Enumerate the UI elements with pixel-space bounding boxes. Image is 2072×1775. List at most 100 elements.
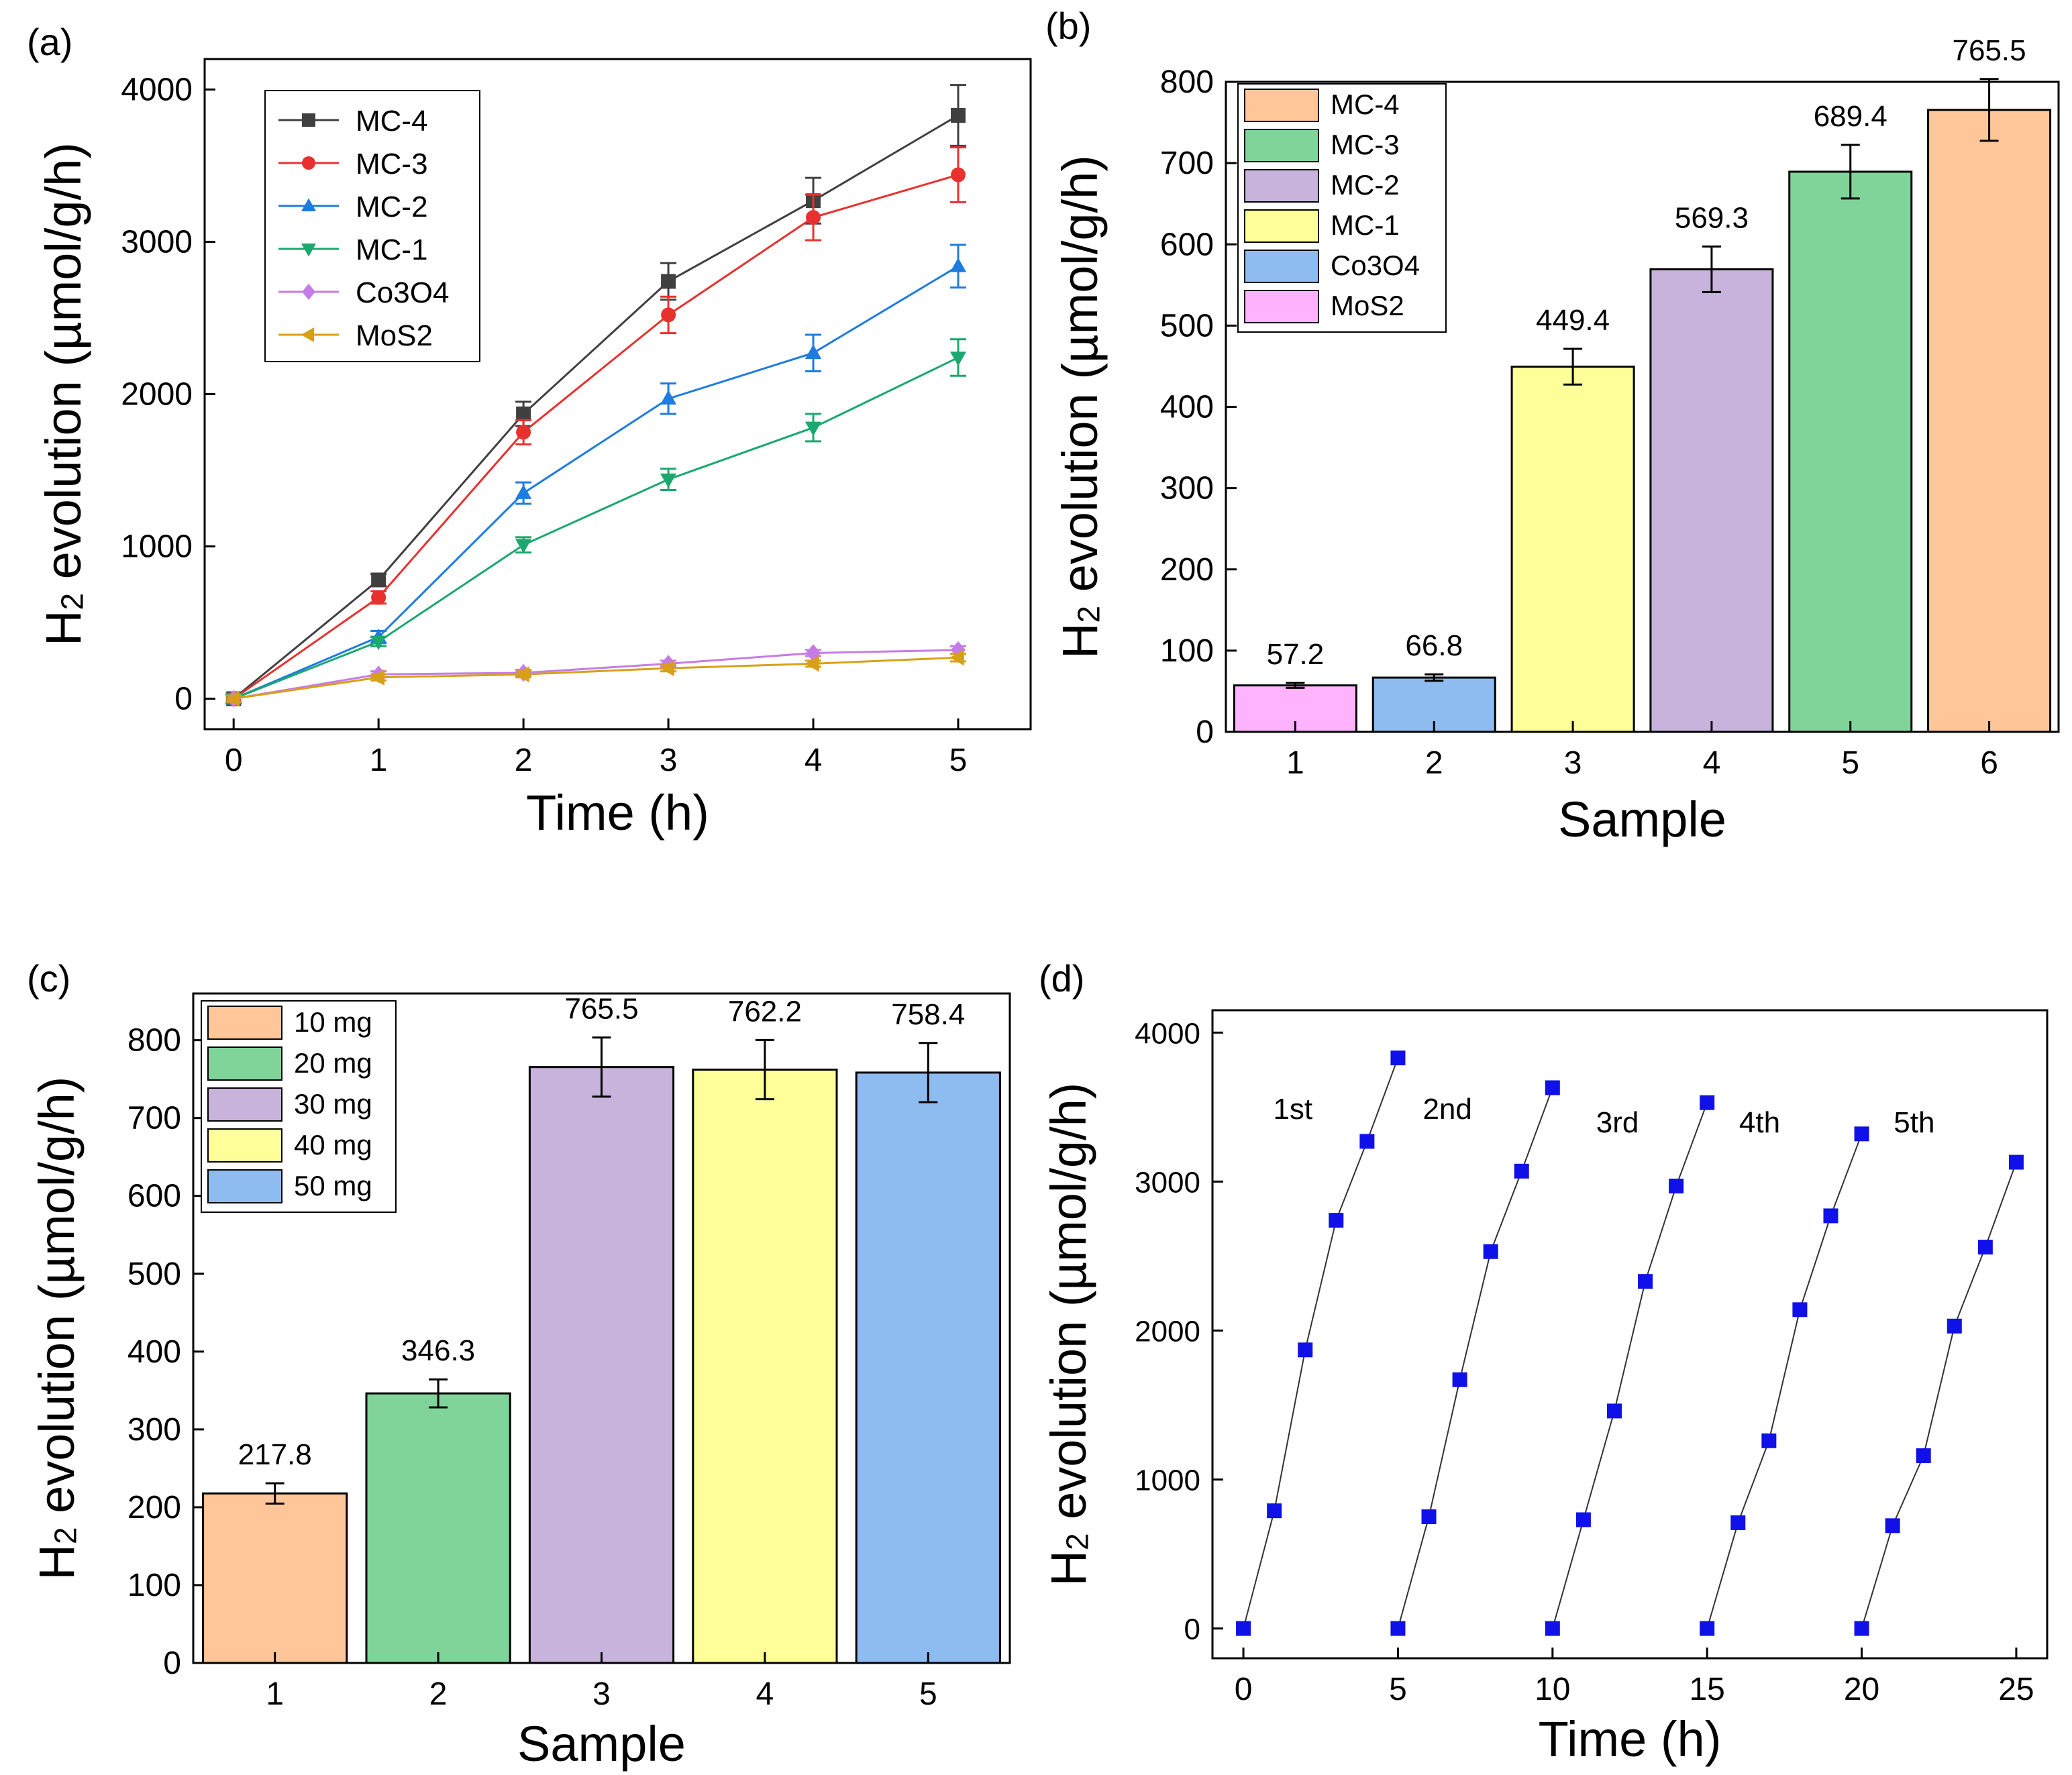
x-tick-label: 5 bbox=[1389, 1672, 1407, 1707]
y-tick-label: 0 bbox=[1196, 714, 1214, 750]
legend-label: MC-3 bbox=[356, 148, 428, 180]
x-tick-label: 3 bbox=[1564, 745, 1582, 781]
y-tick-label: 0 bbox=[174, 682, 193, 717]
y-tick-label: 1000 bbox=[121, 529, 193, 565]
data-point bbox=[1792, 1302, 1808, 1317]
legend-marker bbox=[301, 327, 314, 342]
data-point bbox=[370, 635, 387, 651]
series-MC-1 bbox=[225, 338, 967, 708]
cycle-line bbox=[1706, 1133, 1863, 1629]
x-tick-label: 1 bbox=[370, 743, 388, 778]
data-point bbox=[2008, 1154, 2024, 1170]
y-axis-title-rest: evolution (µmol/g/h) bbox=[1052, 155, 1108, 606]
data-point bbox=[1545, 1080, 1560, 1095]
y-axis-title-main: H bbox=[29, 1544, 85, 1580]
y-axis-title-subscript: 2 bbox=[1072, 606, 1106, 623]
legend-label: 50 mg bbox=[294, 1170, 372, 1201]
y-tick-label: 4000 bbox=[1135, 1017, 1200, 1050]
legend-label: 30 mg bbox=[294, 1088, 372, 1120]
data-point bbox=[805, 655, 819, 672]
data-point bbox=[661, 274, 676, 289]
data-point bbox=[1359, 1134, 1375, 1149]
legend-label: MoS2 bbox=[356, 319, 433, 352]
data-point bbox=[1947, 1318, 1962, 1334]
series-Co3O4 bbox=[225, 641, 967, 708]
x-tick-label: 4 bbox=[756, 1676, 774, 1712]
y-axis-title-main: H bbox=[1041, 1550, 1096, 1586]
legend-marker bbox=[302, 156, 315, 170]
data-point bbox=[515, 539, 532, 553]
data-label: 765.5 bbox=[1953, 34, 2026, 67]
data-label: 57.2 bbox=[1267, 638, 1325, 671]
legend-swatch bbox=[1244, 89, 1319, 122]
data-point bbox=[951, 108, 966, 123]
x-tick-label: 25 bbox=[1998, 1672, 2034, 1707]
data-point bbox=[1700, 1095, 1715, 1110]
data-point bbox=[949, 649, 964, 666]
series-line bbox=[233, 114, 959, 700]
panel-label-b: (b) bbox=[1045, 5, 1091, 47]
legend-label: Co3O4 bbox=[356, 276, 449, 309]
panel-label-a: (a) bbox=[27, 21, 72, 63]
legend-label: 10 mg bbox=[294, 1006, 372, 1038]
y-tick-label: 0 bbox=[1184, 1613, 1200, 1646]
y-axis-title-rest: evolution (µmol/g/h) bbox=[1041, 1083, 1096, 1534]
data-point bbox=[951, 641, 966, 659]
y-tick-label: 1000 bbox=[1135, 1464, 1200, 1497]
y-tick-label: 400 bbox=[1160, 390, 1214, 425]
data-point bbox=[660, 660, 674, 677]
legend-swatch bbox=[1244, 250, 1319, 283]
y-tick-label: 0 bbox=[163, 1646, 181, 1681]
data-point bbox=[949, 258, 967, 272]
legend-swatch bbox=[207, 1087, 282, 1122]
legend-label: MC-4 bbox=[356, 105, 428, 138]
data-label: 758.4 bbox=[891, 998, 965, 1031]
x-tick-label: 2 bbox=[1425, 745, 1443, 781]
cycle-5th: 5th bbox=[1854, 1106, 2024, 1636]
series-MoS2 bbox=[225, 649, 967, 707]
y-tick-label: 2000 bbox=[121, 377, 193, 413]
y-tick-label: 100 bbox=[127, 1568, 181, 1603]
bar-4 bbox=[1649, 268, 1774, 733]
data-point bbox=[516, 425, 531, 440]
x-axis-title: Time (h) bbox=[1539, 1711, 1722, 1767]
y-axis-title-rest: evolution (µmol/g/h) bbox=[29, 1077, 85, 1527]
x-tick-label: 5 bbox=[949, 743, 968, 778]
y-axis-title-subscript: 2 bbox=[1060, 1533, 1095, 1550]
bar-3 bbox=[528, 1066, 675, 1664]
bar-4 bbox=[692, 1068, 838, 1664]
data-point bbox=[1916, 1448, 1931, 1463]
bar-5 bbox=[855, 1071, 1001, 1664]
y-axis-title-main: H bbox=[36, 610, 91, 646]
legend-marker bbox=[301, 244, 316, 257]
data-label: 689.4 bbox=[1814, 100, 1887, 133]
data-point bbox=[660, 473, 677, 488]
x-tick-label: 0 bbox=[1235, 1672, 1253, 1707]
data-point bbox=[805, 421, 822, 437]
y-tick-label: 300 bbox=[127, 1412, 181, 1448]
panel-c-bar-chart: 0 100 200 300 400 500 600 700 800 217.8 1 346.3 2 765… bbox=[29, 992, 1011, 1772]
y-axis-title: H2 evolution (µmol/g/h) bbox=[1052, 155, 1108, 659]
x-axis-title: Time (h) bbox=[526, 785, 709, 841]
data-point bbox=[1638, 1274, 1653, 1289]
data-point bbox=[515, 484, 532, 499]
x-tick-label: 5 bbox=[1841, 745, 1859, 781]
y-tick-label: 800 bbox=[1160, 64, 1214, 100]
y-tick-label: 500 bbox=[1160, 308, 1214, 343]
x-tick-label: 2 bbox=[429, 1676, 448, 1712]
y-tick-label: 600 bbox=[127, 1179, 181, 1214]
data-label: 569.3 bbox=[1675, 202, 1749, 235]
series-line bbox=[233, 649, 959, 700]
cycle-2nd: 2nd bbox=[1390, 1080, 1560, 1636]
bar-2 bbox=[365, 1392, 511, 1664]
cycle-3rd: 3rd bbox=[1545, 1095, 1715, 1636]
cycle-line bbox=[1551, 1102, 1708, 1629]
cycle-4th: 4th bbox=[1700, 1106, 1869, 1636]
data-point bbox=[806, 210, 821, 225]
data-point bbox=[1236, 1621, 1251, 1636]
y-tick-label: 800 bbox=[127, 1023, 181, 1059]
series-line bbox=[233, 174, 959, 700]
y-tick-label: 700 bbox=[127, 1101, 181, 1136]
